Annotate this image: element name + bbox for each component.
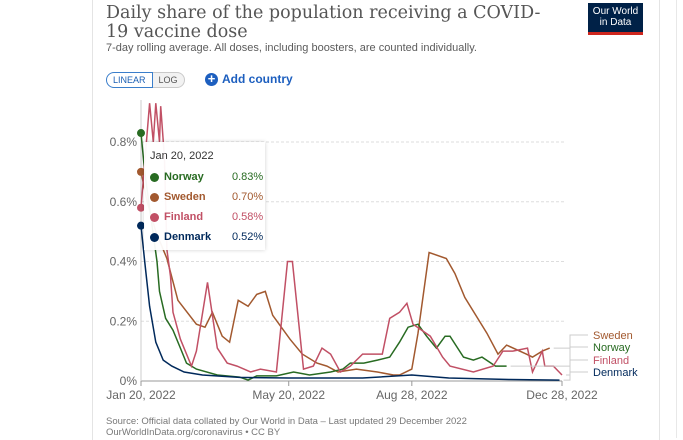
tooltip-country: Norway	[164, 171, 204, 183]
y-tick-label: 0.4%	[110, 255, 138, 269]
series-line-sweden[interactable]	[140, 171, 550, 376]
tooltip: Jan 20, 2022 Norway 0.83% Sweden 0.70% Finla…	[144, 142, 265, 250]
series-dot-icon	[150, 172, 159, 182]
y-tick-label: 0.8%	[110, 135, 138, 149]
tooltip-value: 0.70%	[232, 191, 264, 203]
series-dot-icon	[150, 212, 159, 222]
y-tick-label: 0%	[120, 374, 138, 388]
legend-label-sweden[interactable]: Sweden	[593, 330, 633, 342]
chart-frame	[92, 0, 660, 440]
linear-button[interactable]: LINEAR	[106, 72, 153, 88]
tooltip-country: Finland	[164, 211, 204, 223]
tooltip-row: Denmark 0.52%	[150, 231, 263, 243]
source-text: Source: Official data collated by Our Wo…	[106, 416, 467, 427]
scale-toggle: LINEAR LOG	[106, 72, 185, 88]
legend-label-denmark[interactable]: Denmark	[593, 367, 638, 379]
add-country-button[interactable]: + Add country	[205, 72, 293, 86]
add-country-label: Add country	[222, 72, 293, 86]
tooltip-value: 0.58%	[232, 211, 264, 223]
x-tick-label: Jan 20, 2022	[106, 388, 176, 402]
tooltip-value: 0.83%	[232, 171, 264, 183]
series-marker-finland	[137, 203, 145, 212]
legend-connector	[563, 371, 588, 381]
series-marker-norway	[137, 129, 145, 138]
tooltip-row: Sweden 0.70%	[150, 191, 263, 203]
chart-subtitle: 7-day rolling average. All doses, includ…	[106, 42, 477, 54]
footer: Source: Official data collated by Our Wo…	[106, 416, 467, 438]
series-dot-icon	[150, 192, 159, 202]
legend-label-finland[interactable]: Finland	[593, 355, 629, 367]
y-tick-label: 0.2%	[110, 314, 138, 328]
tooltip-row: Finland 0.58%	[150, 211, 263, 223]
license-link[interactable]: OurWorldInData.org/coronavirus • CC BY	[106, 427, 281, 438]
series-marker-sweden	[137, 167, 145, 176]
x-tick-label: May 20, 2022	[252, 388, 325, 402]
tooltip-row: Norway 0.83%	[150, 171, 263, 183]
series-line-finland[interactable]	[140, 103, 563, 376]
series-marker-denmark	[137, 221, 145, 230]
series-dot-icon	[150, 232, 159, 242]
x-tick-label: Dec 28, 2022	[526, 388, 598, 402]
chart-title: Daily share of the population receiving …	[106, 3, 541, 42]
x-tick-label: Aug 28, 2022	[376, 388, 448, 402]
tooltip-country: Denmark	[164, 231, 212, 243]
owid-logo[interactable]: Our World in Data	[588, 3, 643, 35]
series-line-norway[interactable]	[140, 132, 507, 381]
tooltip-country: Sweden	[164, 191, 206, 203]
series-line-denmark[interactable]	[140, 225, 560, 381]
legend-connector	[566, 359, 588, 376]
legend-label-norway[interactable]: Norway	[593, 342, 631, 354]
y-tick-label: 0.6%	[110, 195, 138, 209]
scrollbar-track[interactable]	[676, 0, 677, 438]
legend-connector	[510, 346, 588, 367]
tooltip-value: 0.52%	[232, 231, 264, 243]
log-button[interactable]: LOG	[152, 72, 185, 88]
tooltip-date: Jan 20, 2022	[150, 150, 214, 162]
legend-connector	[553, 334, 588, 349]
plus-circle-icon: +	[205, 72, 218, 86]
